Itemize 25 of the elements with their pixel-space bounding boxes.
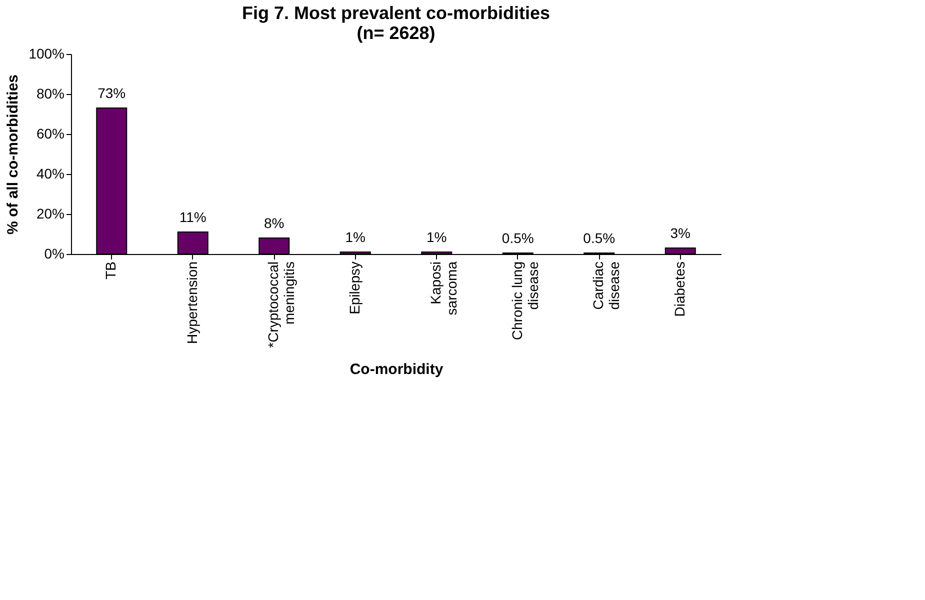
data-label: 73% <box>98 85 126 101</box>
x-tick-label: Hypertension <box>184 262 200 344</box>
data-label: 3% <box>670 225 690 241</box>
data-label: 0.5% <box>502 230 534 246</box>
data-label: 1% <box>426 229 447 245</box>
y-tick-label: 60% <box>36 126 64 142</box>
data-label: 0.5% <box>583 230 616 246</box>
y-tick-label: 100% <box>28 46 64 62</box>
y-tick-label: 80% <box>36 86 64 102</box>
y-tick-label: 40% <box>36 166 64 182</box>
y-axis-title: % of all co-morbidities <box>4 74 22 235</box>
x-tick-label: Diabetes <box>671 262 688 317</box>
data-label: 8% <box>264 215 284 231</box>
x-tick-label: Chronic lung disease <box>508 261 541 340</box>
x-tick-label: Cardiac disease <box>590 261 622 310</box>
data-label: 1% <box>345 229 366 245</box>
x-axis-title: Co-morbidity <box>350 360 444 378</box>
x-tick-label: TB <box>102 262 119 280</box>
y-tick-label: 20% <box>36 206 64 222</box>
x-tick-label: Kaposi sarcoma <box>428 261 460 316</box>
y-tick-label: 0% <box>44 246 64 262</box>
chart-title: Fig 7. Most prevalent co-morbidities (n= 2628) <box>242 3 550 43</box>
x-tick-label: *Cryptococcal meningitis <box>265 262 298 348</box>
x-tick-label: Epilepsy <box>346 262 362 314</box>
data-label: 11% <box>179 209 206 225</box>
